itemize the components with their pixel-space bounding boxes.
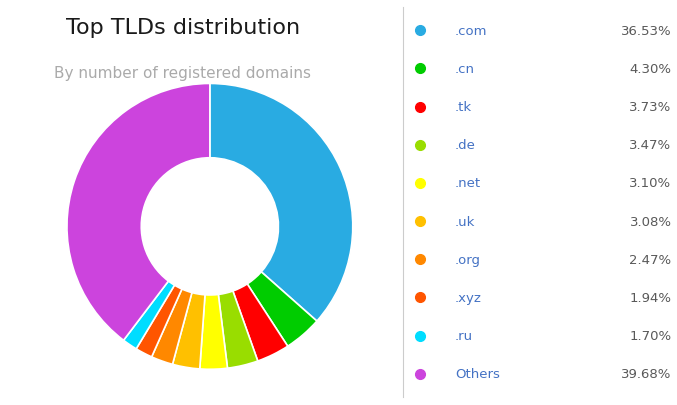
Text: .org: .org (455, 253, 481, 266)
Wedge shape (67, 84, 210, 341)
Text: .de: .de (455, 139, 476, 152)
Text: Top TLDs distribution: Top TLDs distribution (66, 18, 300, 38)
Text: 4.30%: 4.30% (630, 63, 672, 76)
Text: 39.68%: 39.68% (621, 367, 672, 380)
Text: 1.70%: 1.70% (630, 329, 672, 342)
Text: .uk: .uk (455, 215, 475, 228)
Text: .com: .com (455, 25, 487, 38)
Text: By number of registered domains: By number of registered domains (54, 66, 311, 80)
Text: 3.47%: 3.47% (630, 139, 672, 152)
Text: .ru: .ru (455, 329, 473, 342)
Text: 3.08%: 3.08% (630, 215, 672, 228)
Text: 2.47%: 2.47% (630, 253, 672, 266)
Wedge shape (173, 293, 205, 369)
Text: .cn: .cn (455, 63, 475, 76)
Text: .xyz: .xyz (455, 291, 482, 304)
Wedge shape (247, 272, 317, 346)
Wedge shape (210, 84, 353, 321)
Wedge shape (233, 284, 288, 361)
Text: .tk: .tk (455, 101, 472, 114)
Text: 1.94%: 1.94% (630, 291, 672, 304)
Wedge shape (219, 291, 258, 368)
Wedge shape (124, 281, 175, 349)
Wedge shape (200, 295, 227, 369)
Text: .net: .net (455, 177, 481, 190)
Wedge shape (152, 289, 192, 364)
Wedge shape (136, 286, 182, 357)
Text: 3.10%: 3.10% (630, 177, 672, 190)
Text: 36.53%: 36.53% (621, 25, 672, 38)
Text: 3.73%: 3.73% (630, 101, 672, 114)
Text: Others: Others (455, 367, 500, 380)
